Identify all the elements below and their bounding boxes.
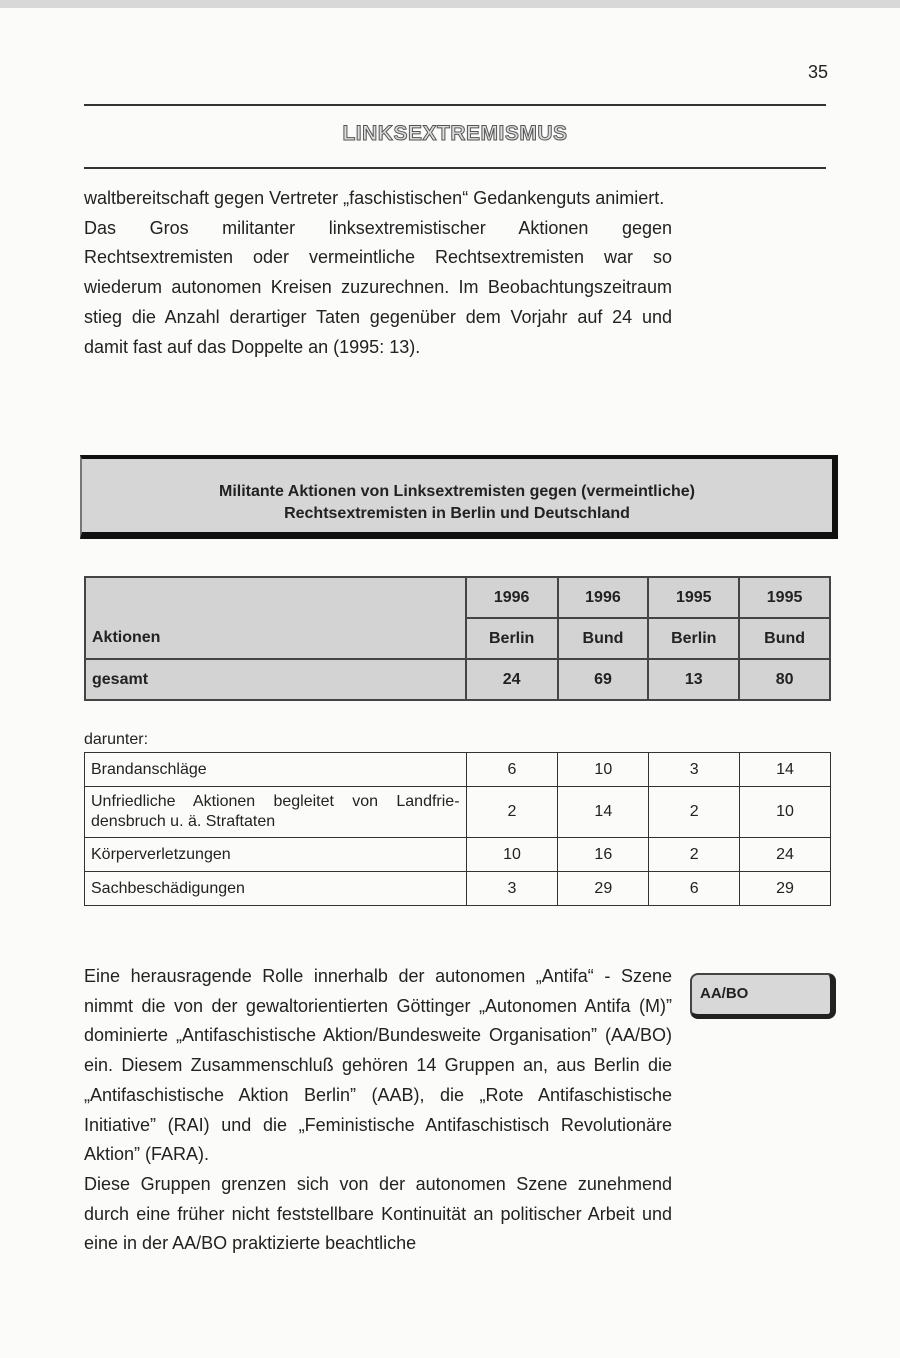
row-label: Unfriedliche Aktionen begleitet von Land… [84,786,467,838]
total-value: 69 [556,658,650,701]
paragraph: Eine herausragende Rolle innerhalb der a… [84,966,672,1165]
cell: 2 [648,786,741,838]
sub-label: darunter: [84,731,149,748]
paragraph: waltbereitschaft gegen Vertreter „faschi… [84,188,665,208]
cell: 6 [465,752,559,787]
divider [84,167,826,169]
region-header: Bund [556,617,650,660]
section-heading: LINKSEXTREMISMUS [342,122,568,146]
divider [84,104,826,106]
table-title-box: Militante Aktionen von Linksextremisten … [80,455,838,539]
scan-edge [0,0,900,8]
total-value: 13 [647,658,741,701]
page-number: 35 [808,62,829,82]
year-header: 1995 [647,576,741,619]
region-header: Berlin [647,617,741,660]
total-value: 24 [464,658,559,701]
table-row: 1996 1996 1995 1995 [84,576,831,619]
year-header: 1996 [464,576,559,619]
detail-table: Brandanschläge 6 10 3 14 Unfriedliche Aktion… [84,752,831,906]
row-label: Sachbeschädigungen [84,871,467,906]
year-header: 1996 [556,576,650,619]
summary-table: 1996 1996 1995 1995 Aktionen Berlin Bund… [84,576,831,701]
row-label: Körperverletzungen [84,837,467,872]
cell: 2 [465,786,559,838]
region-header: Berlin [464,617,559,660]
cell: 14 [557,786,650,838]
cell: 10 [739,786,831,838]
row-label: Aktionen [84,618,467,660]
cell: 10 [557,752,650,787]
cell: 3 [465,871,559,906]
margin-label-box: AA/BO [690,973,836,1019]
cell: 2 [648,837,741,872]
cell: 16 [557,837,650,872]
cell: 29 [557,871,650,906]
cell: 14 [739,752,831,787]
table-row: Körperverletzungen 10 16 2 24 [84,837,831,872]
table-row: Brandanschläge 6 10 3 14 [84,752,831,787]
table-row: gesamt 24 69 13 80 [84,658,831,701]
paragraph: Das Gros militanter linksextremistischer… [84,217,672,357]
table-title: Rechtsextremisten in Berlin und Deutschl… [284,505,630,522]
table-row: Sachbeschädigungen 3 29 6 29 [84,871,831,906]
row-label: Brandanschläge [84,752,467,787]
cell: 6 [648,871,741,906]
cell: 24 [739,837,831,872]
table-row: Aktionen Berlin Bund Berlin Bund [84,617,831,660]
text-block-top: waltbereitschaft gegen Vertreter „faschi… [84,184,672,362]
region-header: Bund [738,617,831,660]
total-value: 80 [738,658,831,701]
row-label: gesamt [84,658,467,701]
paragraph: Diese Gruppen grenzen sich von der auton… [84,1173,672,1254]
cell: 10 [465,837,559,872]
year-header: 1995 [738,576,831,619]
text-block-bottom: Eine herausragende Rolle innerhalb der a… [84,962,672,1259]
cell: 3 [648,752,741,787]
cell: 29 [739,871,831,906]
table-row: Unfriedliche Aktionen begleitet von Land… [84,786,831,838]
table-title: Militante Aktionen von Linksextremisten … [219,483,695,500]
